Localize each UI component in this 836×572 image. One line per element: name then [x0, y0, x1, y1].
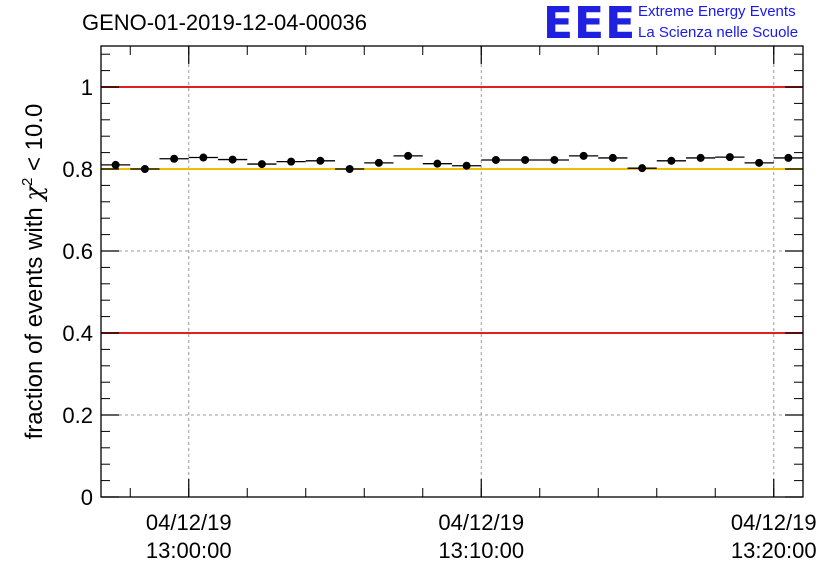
data-point	[404, 151, 413, 160]
x-tick-label-time: 13:00:00	[146, 538, 232, 563]
data-point	[374, 158, 383, 167]
grid-lines	[101, 46, 803, 497]
y-tick-label: 0	[81, 485, 93, 510]
data-point	[638, 164, 647, 173]
data-point	[667, 156, 676, 165]
data-point	[228, 155, 237, 164]
y-axis-label-chi: χ	[20, 185, 48, 203]
tick-labels: 0 0.2 0.4 0.6 0.8 1 04/12/19 13:00:00 04/12/19 13…	[62, 75, 816, 563]
axis-ticks	[101, 46, 803, 498]
data-point	[345, 165, 354, 173]
y-tick-label: 0.4	[62, 321, 93, 346]
logo-line-2: La Scienza nelle Scuole	[638, 24, 799, 41]
data-point	[608, 153, 617, 162]
y-axis-label: fraction of events with χ2 < 10.0	[19, 104, 48, 440]
data-point	[433, 159, 442, 168]
y-axis-label-sup: 2	[19, 178, 36, 186]
y-axis-label-main: fraction of events with	[21, 201, 48, 440]
y-tick-label: 1	[81, 75, 93, 100]
data-point	[784, 153, 793, 162]
y-axis-label-tail: < 10.0	[21, 104, 48, 178]
data-point	[316, 156, 325, 165]
data-points	[101, 151, 803, 173]
data-point	[550, 155, 559, 164]
data-point	[755, 158, 764, 167]
x-tick-label-time: 13:10:00	[438, 538, 524, 563]
data-point	[725, 153, 734, 162]
x-tick-label-time: 13:20:00	[731, 538, 817, 563]
data-point	[462, 161, 471, 170]
x-tick-label-date: 04/12/19	[146, 510, 232, 535]
data-point	[521, 155, 530, 164]
data-point	[257, 160, 266, 169]
y-tick-label: 0.8	[62, 157, 93, 182]
plot-frame	[100, 45, 804, 498]
y-tick-label: 0.6	[62, 239, 93, 264]
x-tick-label-date: 04/12/19	[731, 510, 817, 535]
data-point	[111, 160, 120, 169]
x-tick-label-date: 04/12/19	[438, 510, 524, 535]
data-point	[696, 153, 705, 162]
data-point	[140, 165, 149, 173]
page-title: GENO-01-2019-12-04-00036	[82, 10, 367, 35]
data-point	[287, 157, 296, 166]
data-point	[170, 154, 179, 163]
logo-line-1: Extreme Energy Events	[638, 3, 796, 20]
data-point	[199, 153, 208, 162]
data-point	[579, 151, 588, 160]
eee-logo: EEE Extreme Energy Events La Scienza nel…	[543, 0, 833, 49]
data-point	[491, 155, 500, 164]
reference-lines	[101, 86, 803, 334]
y-tick-label: 0.2	[62, 403, 93, 428]
eee-logo-mark: EEE	[543, 0, 637, 49]
